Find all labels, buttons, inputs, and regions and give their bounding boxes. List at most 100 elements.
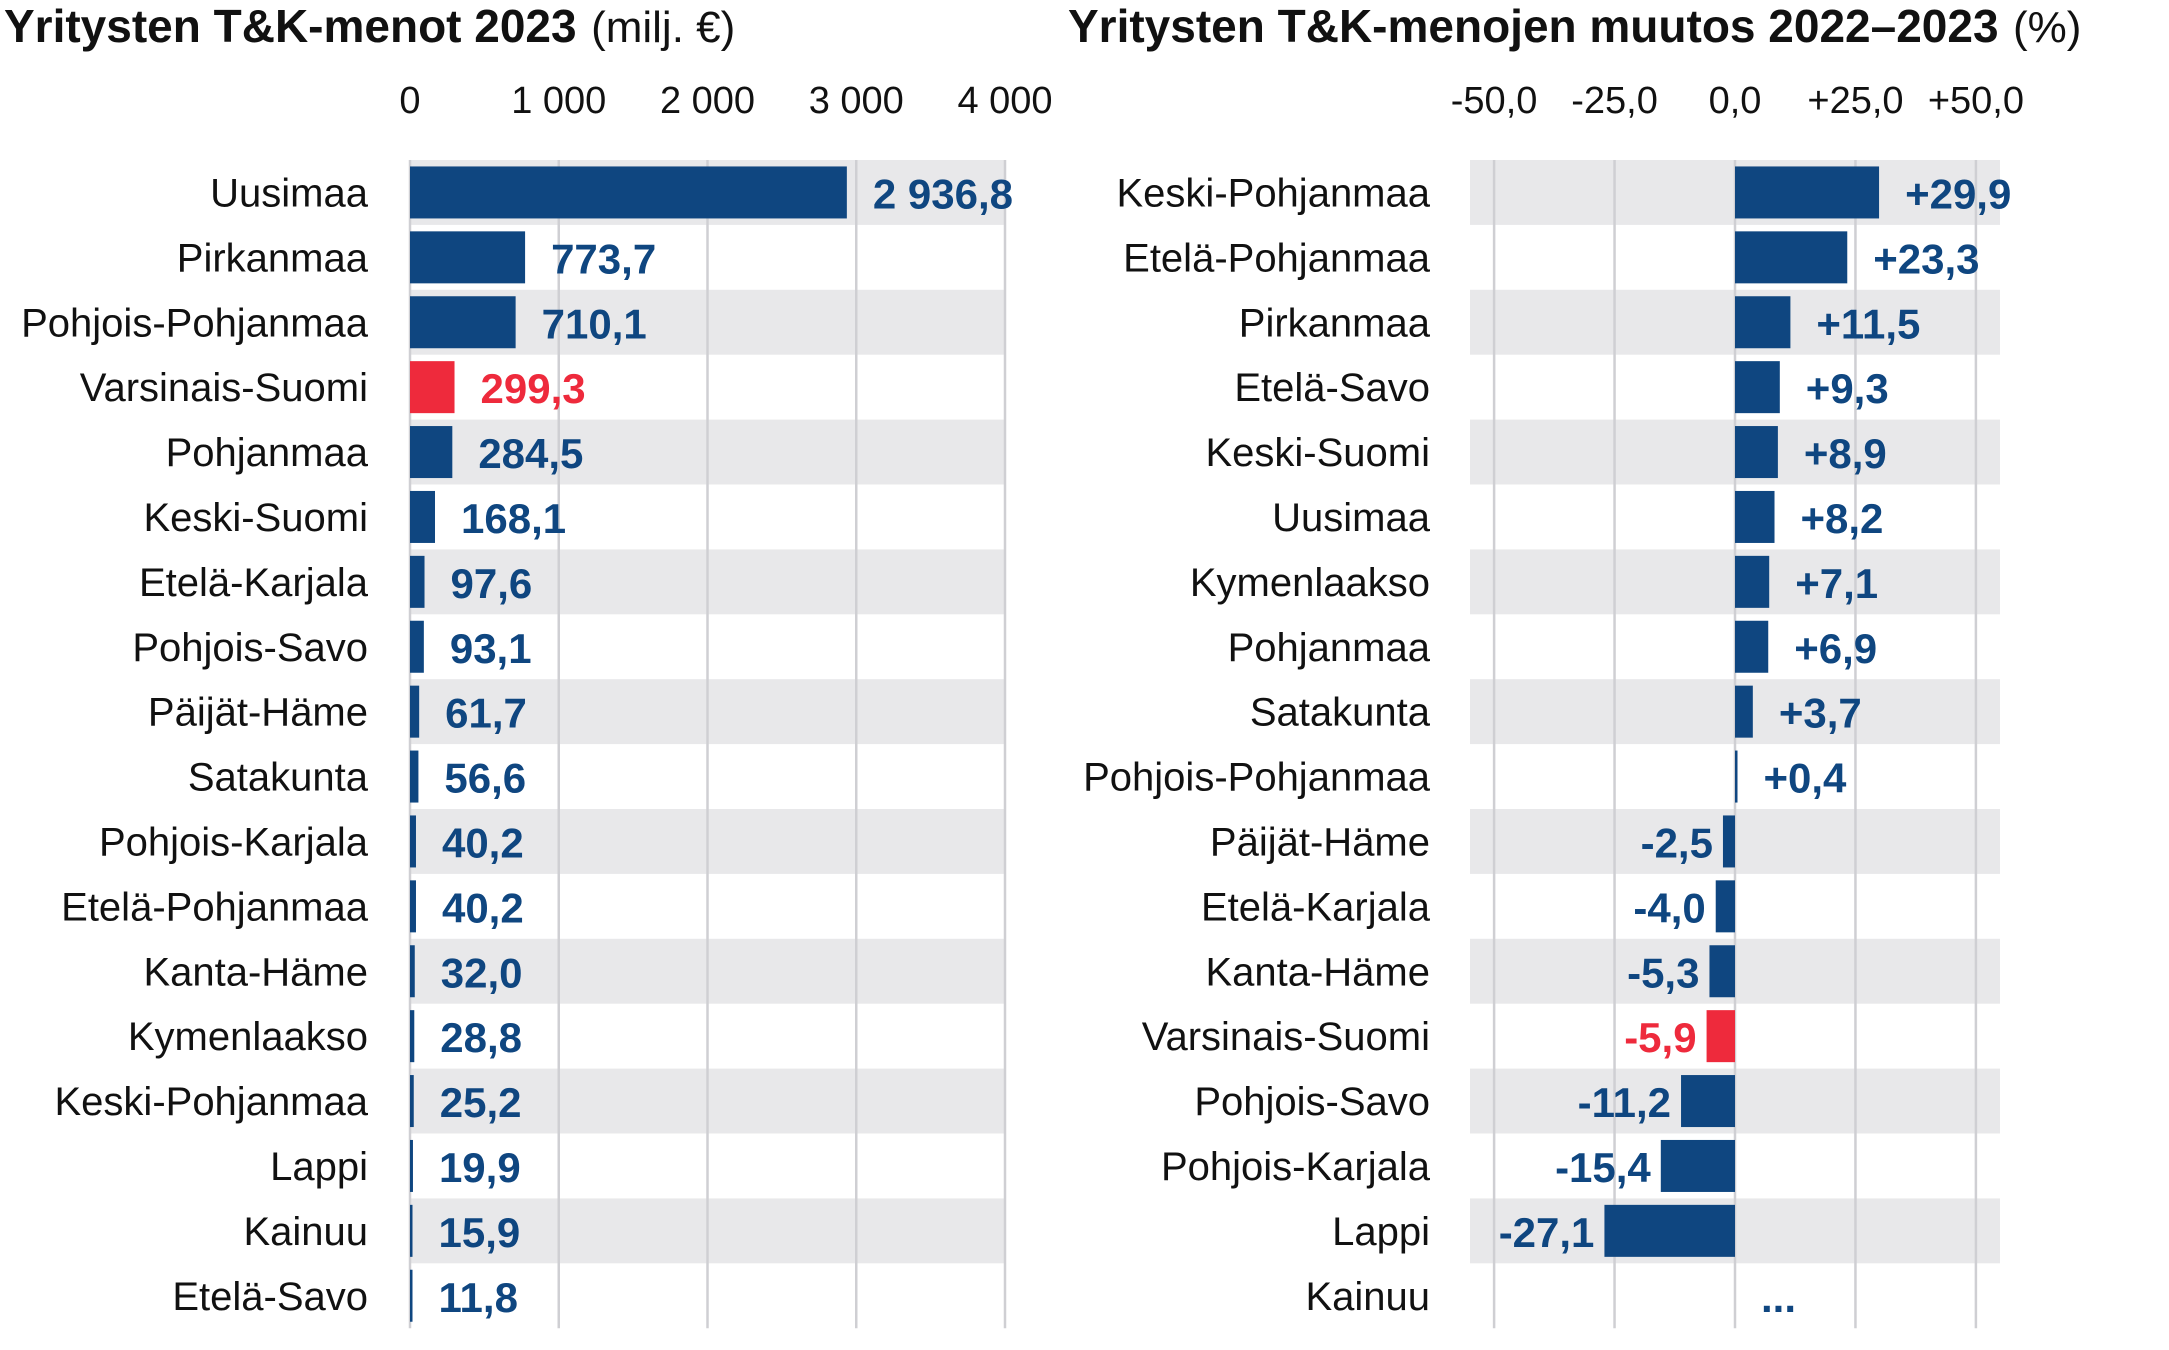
right-category-label: Etelä-Pohjanmaa — [1123, 236, 1431, 280]
right-value-label: +8,9 — [1804, 430, 1887, 477]
left-bar — [410, 1269, 413, 1322]
left-chart-panel: Yritysten T&K-menot 2023 (milj. €) 0 1 00… — [4, 0, 1053, 1329]
right-category-label: Pohjanmaa — [1228, 626, 1431, 670]
right-bar — [1735, 231, 1848, 284]
right-category-label: Päijät-Häme — [1210, 820, 1430, 864]
right-gridlines — [1492, 160, 1978, 1329]
right-bar — [1735, 361, 1780, 414]
left-bar — [410, 620, 424, 673]
left-value-label: 40,2 — [442, 819, 524, 866]
left-bar — [410, 685, 420, 738]
left-value-label: 299,3 — [481, 365, 586, 412]
left-category-label: Pohjois-Pohjanmaa — [21, 301, 369, 345]
right-category-label: Kanta-Häme — [1205, 950, 1430, 994]
right-category-label: Varsinais-Suomi — [1142, 1015, 1430, 1059]
right-category-label: Kymenlaakso — [1190, 561, 1430, 605]
left-bar — [410, 361, 455, 414]
left-bar — [410, 750, 419, 803]
left-bar — [410, 1139, 413, 1192]
right-value-label: -27,1 — [1499, 1209, 1595, 1256]
right-value-label: +6,9 — [1794, 625, 1877, 672]
right-value-label: -2,5 — [1641, 819, 1713, 866]
left-category-label: Uusimaa — [210, 171, 369, 215]
right-bar — [1735, 620, 1769, 673]
left-category-label: Varsinais-Suomi — [80, 366, 368, 410]
left-category-labels: Uusimaa Pirkanmaa Pohjois-Pohjanmaa Varsina… — [21, 171, 369, 1318]
right-bar — [1735, 750, 1738, 803]
right-category-label: Lappi — [1332, 1210, 1430, 1254]
right-value-label: -5,9 — [1624, 1014, 1696, 1061]
left-bar — [410, 945, 415, 998]
left-bar — [410, 296, 516, 349]
left-value-label: 28,8 — [440, 1014, 522, 1061]
right-bar — [1660, 1139, 1735, 1192]
left-category-label: Pohjois-Savo — [132, 626, 368, 670]
left-tick-label: 3 000 — [809, 80, 904, 122]
right-value-label: +11,5 — [1816, 300, 1920, 347]
right-title-unit: (%) — [2013, 3, 2081, 52]
left-title-unit: (milj. €) — [591, 3, 735, 52]
right-x-axis-ticks: -50,0 -25,0 0,0 +25,0 +50,0 — [1451, 80, 2024, 122]
left-bar — [410, 426, 453, 479]
left-value-label: 19,9 — [439, 1144, 521, 1191]
right-category-label: Pohjois-Karjala — [1161, 1145, 1431, 1189]
left-tick-label: 2 000 — [660, 80, 755, 122]
left-value-label: 284,5 — [478, 430, 583, 477]
right-bar — [1735, 296, 1791, 349]
left-bar — [410, 815, 416, 868]
right-value-label: -11,2 — [1578, 1079, 1671, 1126]
left-bar — [410, 231, 526, 284]
right-category-label: Pirkanmaa — [1239, 301, 1431, 345]
right-value-labels: +29,9 +23,3 +11,5 +9,3 +8,9 +8,2 +7,1 +6,9 +3,7 +… — [1499, 170, 2012, 1320]
left-tick-label: 4 000 — [957, 80, 1052, 122]
left-tick-label: 1 000 — [511, 80, 606, 122]
right-tick-label: -50,0 — [1451, 80, 1538, 122]
right-tick-label: -25,0 — [1571, 80, 1658, 122]
right-value-label: +9,3 — [1806, 365, 1889, 412]
right-category-label: Pohjois-Savo — [1194, 1080, 1430, 1124]
left-value-label: 32,0 — [441, 949, 523, 996]
left-category-label: Kainuu — [243, 1210, 368, 1254]
right-category-labels: Keski-Pohjanmaa Etelä-Pohjanmaa Pirkanmaa E… — [1083, 171, 1431, 1318]
left-title-main: Yritysten T&K-menot 2023 — [4, 0, 577, 52]
left-value-label: 710,1 — [542, 300, 647, 347]
left-category-label: Lappi — [270, 1145, 368, 1189]
right-category-label: Uusimaa — [1272, 496, 1431, 540]
left-value-label: 97,6 — [451, 560, 533, 607]
left-category-label: Kanta-Häme — [143, 950, 368, 994]
right-chart-panel: Yritysten T&K-menojen muutos 2022–2023 (… — [1068, 0, 2081, 1329]
right-value-label: +8,2 — [1801, 495, 1884, 542]
right-value-label: +29,9 — [1905, 170, 2011, 217]
right-bar — [1722, 815, 1735, 868]
right-value-label: +7,1 — [1795, 560, 1878, 607]
left-bar — [410, 1075, 414, 1128]
right-category-label: Etelä-Karjala — [1201, 885, 1431, 929]
right-category-label: Etelä-Savo — [1234, 366, 1430, 410]
right-bar — [1715, 880, 1735, 933]
left-category-label: Pohjois-Karjala — [99, 820, 369, 864]
left-value-label: 168,1 — [461, 495, 566, 542]
right-bar — [1735, 685, 1753, 738]
left-value-label: 2 936,8 — [873, 170, 1013, 217]
left-bar — [410, 880, 416, 933]
left-category-label: Pirkanmaa — [177, 236, 369, 280]
right-bar — [1735, 490, 1775, 543]
right-category-label: Satakunta — [1250, 691, 1431, 735]
right-value-label: +23,3 — [1873, 235, 1979, 282]
left-value-label: 93,1 — [450, 625, 532, 672]
right-value-label: +0,4 — [1764, 755, 1848, 802]
right-bar — [1709, 945, 1735, 998]
left-gridlines — [408, 160, 1007, 1329]
right-tick-label: +25,0 — [1807, 80, 1903, 122]
left-value-label: 15,9 — [439, 1209, 521, 1256]
right-bar — [1706, 1010, 1735, 1063]
left-value-label: 40,2 — [442, 884, 524, 931]
left-bar — [410, 1204, 413, 1257]
left-value-label: 56,6 — [444, 755, 526, 802]
left-x-axis-ticks: 0 1 000 2 000 3 000 4 000 — [399, 80, 1052, 122]
left-tick-label: 0 — [399, 80, 420, 122]
right-chart-title: Yritysten T&K-menojen muutos 2022–2023 (… — [1068, 0, 2081, 52]
left-category-label: Kymenlaakso — [128, 1015, 368, 1059]
